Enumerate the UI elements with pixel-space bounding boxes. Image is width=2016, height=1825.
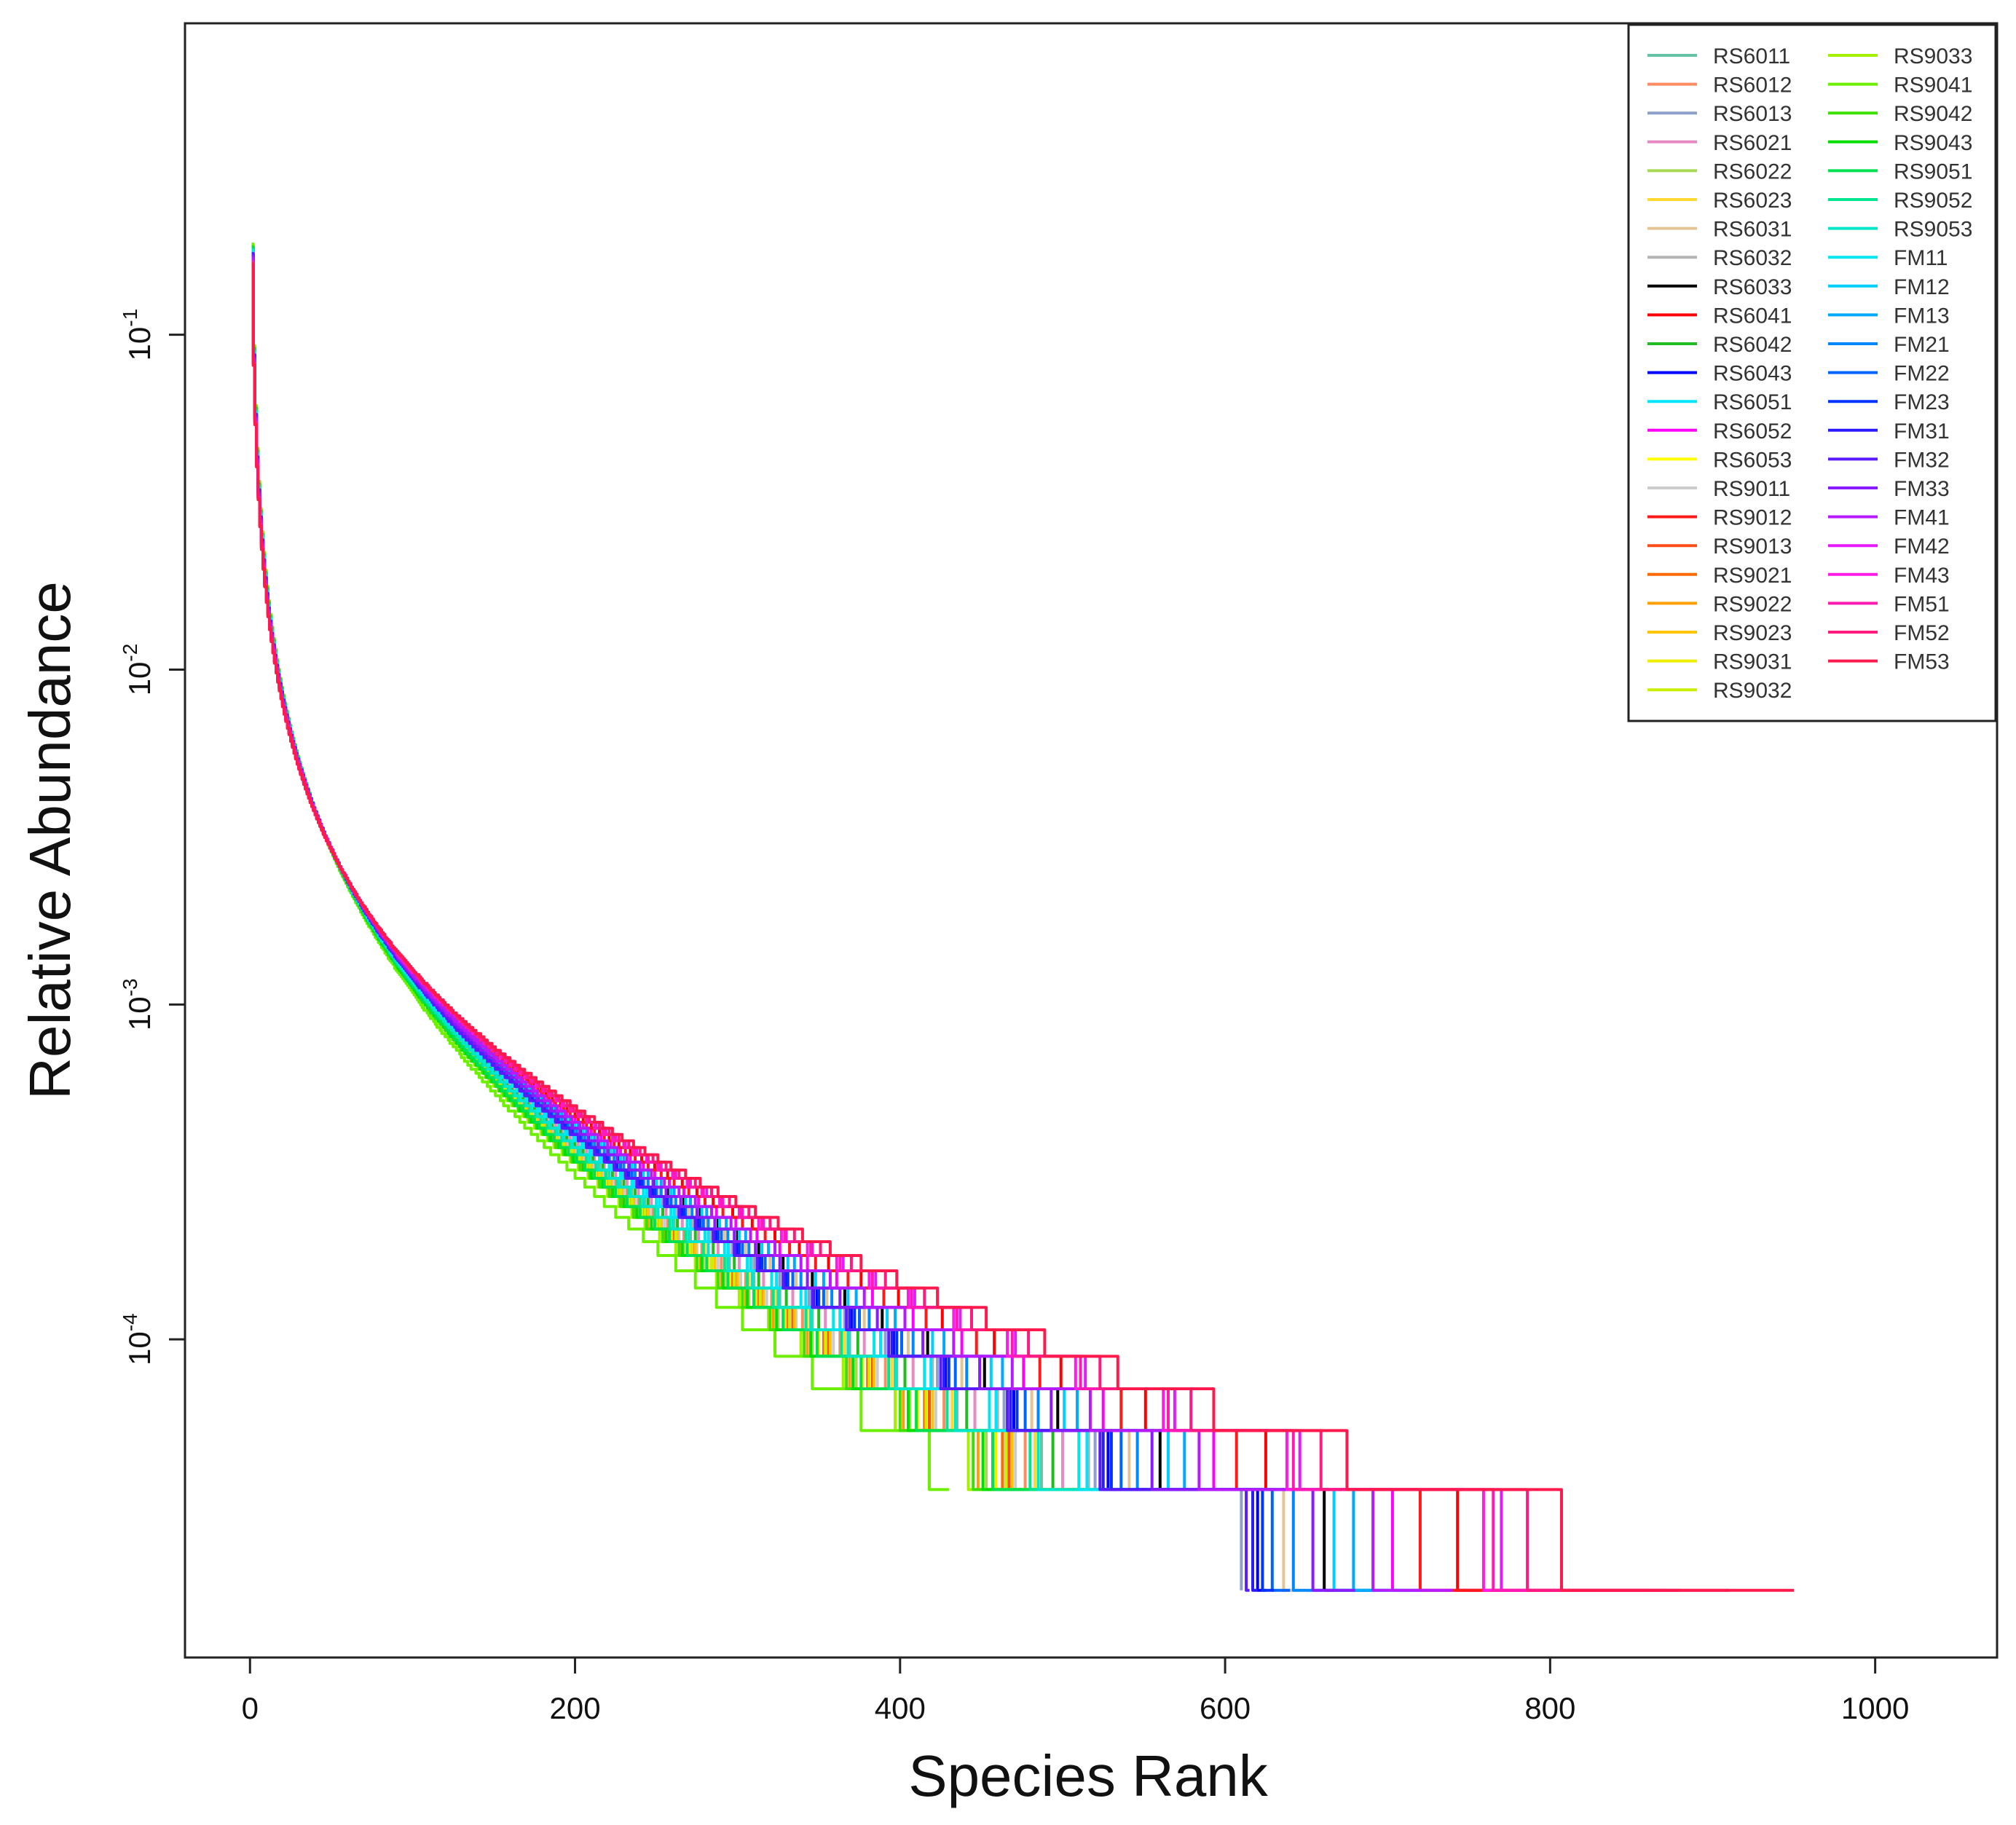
series-line-fm41	[251, 256, 1453, 1592]
legend-label: RS9043	[1894, 131, 1972, 155]
series-line-rs6052	[251, 257, 1486, 1592]
series-line-rs9043	[251, 245, 1039, 1491]
legend-label: RS6031	[1713, 218, 1792, 242]
svg-text:10-3: 10-3	[119, 979, 157, 1031]
legend-label: FM13	[1894, 304, 1950, 328]
series-line-rs6023	[251, 248, 1128, 1491]
legend-label: RS6042	[1713, 333, 1792, 357]
legend-label: FM43	[1894, 564, 1950, 588]
series-line-rs9023	[251, 247, 1087, 1491]
legend-label: RS9031	[1713, 650, 1792, 674]
legend-label: FM32	[1894, 448, 1950, 472]
legend: RS6011 RS6012 RS6013 RS6021 RS6022 RS6023 RS60…	[1627, 23, 1997, 722]
legend-label: RS6012	[1713, 74, 1792, 98]
x-tick-label: 1000	[1841, 1691, 1909, 1725]
legend-label: RS9012	[1713, 506, 1792, 530]
x-axis-title: Species Rank	[908, 1743, 1269, 1808]
series-line-fm53	[251, 262, 1795, 1592]
legend-label: RS6032	[1713, 246, 1792, 270]
x-tick-label: 400	[875, 1691, 926, 1725]
series-line-rs9053	[251, 248, 1136, 1491]
legend-label: RS6033	[1713, 275, 1792, 299]
y-axis-title: Relative Abundance	[17, 581, 82, 1100]
series-line-rs9032	[251, 247, 1076, 1491]
legend-label: RS6022	[1713, 159, 1792, 184]
series-line-rs6042	[251, 249, 1160, 1491]
series-line-rs6012	[251, 248, 1111, 1491]
series-line-rs9051	[251, 246, 1055, 1491]
legend-label: RS9051	[1894, 159, 1972, 184]
legend-label: FM11	[1894, 246, 1948, 270]
legend-label: RS9021	[1713, 564, 1792, 588]
legend-label: FM41	[1894, 506, 1950, 530]
legend-label: RS6043	[1713, 362, 1792, 386]
y-tick-label: 10-2	[119, 644, 157, 696]
legend-label: RS9053	[1894, 218, 1972, 242]
legend-label: RS6021	[1713, 131, 1792, 155]
svg-text:10-1: 10-1	[119, 309, 157, 361]
legend-label: RS9041	[1894, 74, 1972, 98]
legend-label: RS6041	[1713, 304, 1792, 328]
legend-label: RS6051	[1713, 390, 1792, 414]
series-line-fm12	[251, 255, 1388, 1592]
svg-text:10-4: 10-4	[119, 1313, 157, 1365]
legend-label: RS6052	[1713, 419, 1792, 444]
x-axis: 0 200 400 600 800 1000	[242, 1658, 1909, 1725]
legend-label: FM53	[1894, 650, 1950, 674]
series-line-fm11	[251, 251, 1209, 1491]
legend-label: RS6013	[1713, 102, 1792, 126]
legend-label: RS9022	[1713, 592, 1792, 616]
legend-label: RS6011	[1713, 44, 1790, 68]
series-line-rs6033	[251, 255, 1371, 1592]
y-tick-label: 10-1	[119, 309, 157, 361]
plot-frame	[184, 22, 1999, 1659]
legend-label: RS6053	[1713, 448, 1792, 472]
series-line-rs9021	[251, 247, 1071, 1491]
series-line-rs9011	[251, 248, 1095, 1491]
svg-text:10-2: 10-2	[119, 644, 157, 696]
y-tick-label: 10-3	[119, 979, 157, 1031]
legend-label: FM12	[1894, 275, 1950, 299]
legend-label: RS9023	[1713, 621, 1792, 645]
legend-label: FM22	[1894, 362, 1950, 386]
y-tick-label: 10-4	[119, 1313, 157, 1365]
legend-label: RS9032	[1713, 679, 1792, 703]
series-line-fm13	[251, 256, 1420, 1592]
series-line-rs9012	[251, 258, 1535, 1592]
series-line-rs9052	[251, 248, 1119, 1491]
legend-label: FM52	[1894, 621, 1950, 645]
legend-label: RS9011	[1713, 477, 1790, 501]
x-tick-label: 0	[242, 1691, 259, 1725]
series-line-rs9042	[251, 245, 1023, 1491]
legend-label: RS9013	[1713, 535, 1792, 559]
legend-label: FM31	[1894, 419, 1950, 444]
x-tick-label: 800	[1524, 1691, 1575, 1725]
legend-label: RS9033	[1894, 44, 1972, 68]
series-line-rs6011	[251, 249, 1141, 1491]
legend-label: RS9042	[1894, 102, 1972, 126]
series-line-rs9013	[251, 247, 1082, 1491]
legend-label: RS6023	[1713, 189, 1792, 213]
legend-label: RS9052	[1894, 189, 1972, 213]
series-layer	[251, 243, 1795, 1592]
y-axis: 10-1 10-2 10-3 10-4	[119, 309, 185, 1365]
x-tick-label: 600	[1200, 1691, 1251, 1725]
legend-label: FM23	[1894, 390, 1950, 414]
legend-label: FM33	[1894, 477, 1950, 501]
series-line-fm43	[251, 260, 1648, 1592]
legend-label: FM21	[1894, 333, 1950, 357]
x-tick-label: 200	[549, 1691, 600, 1725]
legend-label: FM42	[1894, 535, 1950, 559]
legend-label: FM51	[1894, 592, 1950, 616]
